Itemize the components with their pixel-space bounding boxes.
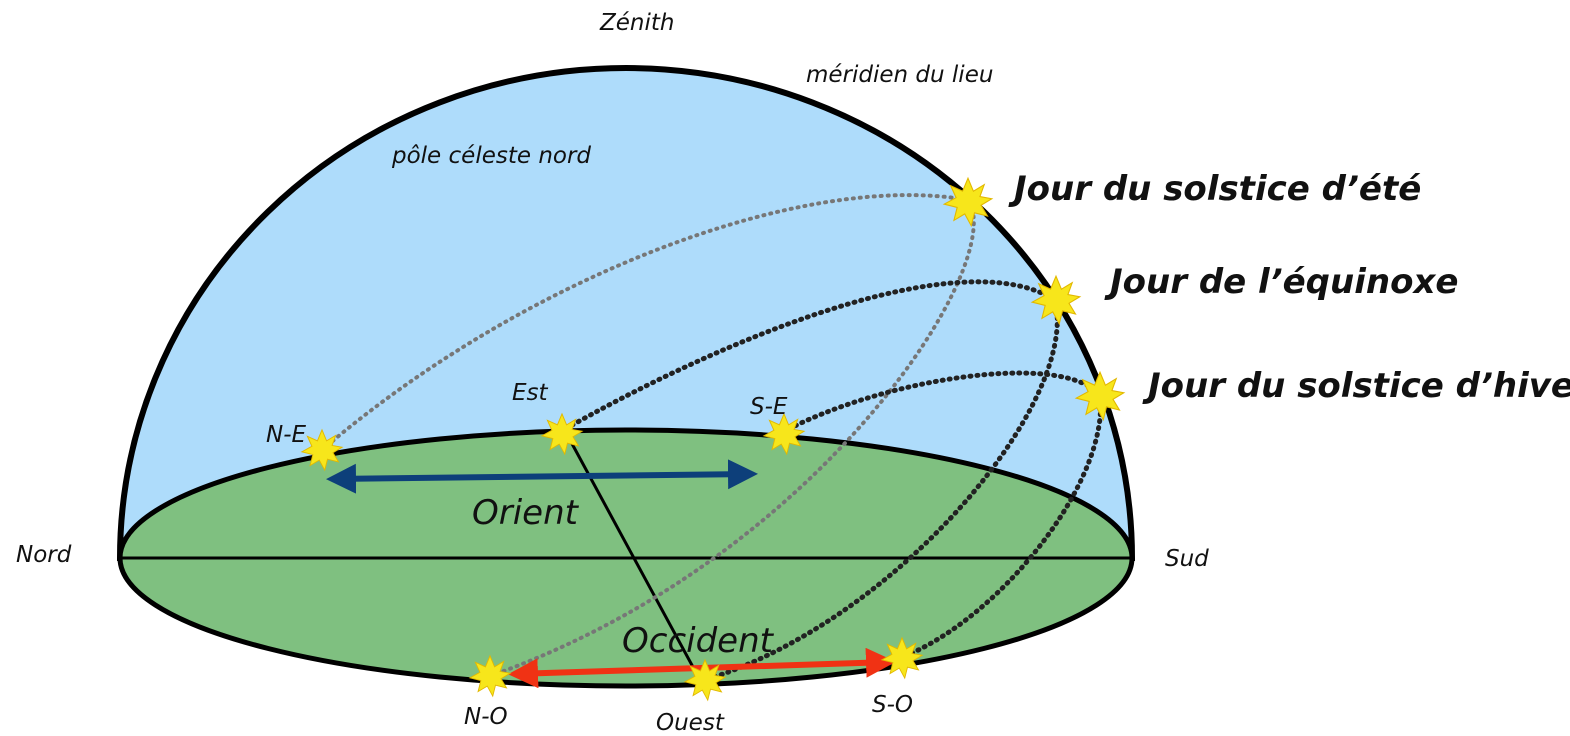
- diagram: Zénith méridien du lieu pôle céleste nor…: [0, 0, 1570, 736]
- equinox-label: Jour de l’équinoxe: [1104, 262, 1458, 302]
- direction-label: N-E: [266, 422, 307, 448]
- direction-label: Nord: [16, 542, 72, 568]
- direction-label: N-O: [464, 704, 508, 730]
- direction-label: Est: [512, 380, 549, 406]
- orient-label: Orient: [472, 493, 580, 533]
- winter-label: Jour du solstice d’hiver: [1142, 366, 1570, 406]
- occident-label: Occident: [622, 621, 775, 661]
- direction-label: S-O: [872, 692, 913, 718]
- zenith-label: Zénith: [599, 10, 674, 36]
- page: Zénith méridien du lieu pôle céleste nor…: [0, 0, 1570, 736]
- direction-label: S-E: [750, 394, 788, 420]
- pole-label: pôle céleste nord: [391, 143, 591, 169]
- direction-label: Sud: [1165, 546, 1209, 572]
- direction-label: Ouest: [656, 710, 725, 736]
- meridian-label: méridien du lieu: [806, 62, 993, 88]
- summer-label: Jour du solstice d’été: [1008, 169, 1421, 209]
